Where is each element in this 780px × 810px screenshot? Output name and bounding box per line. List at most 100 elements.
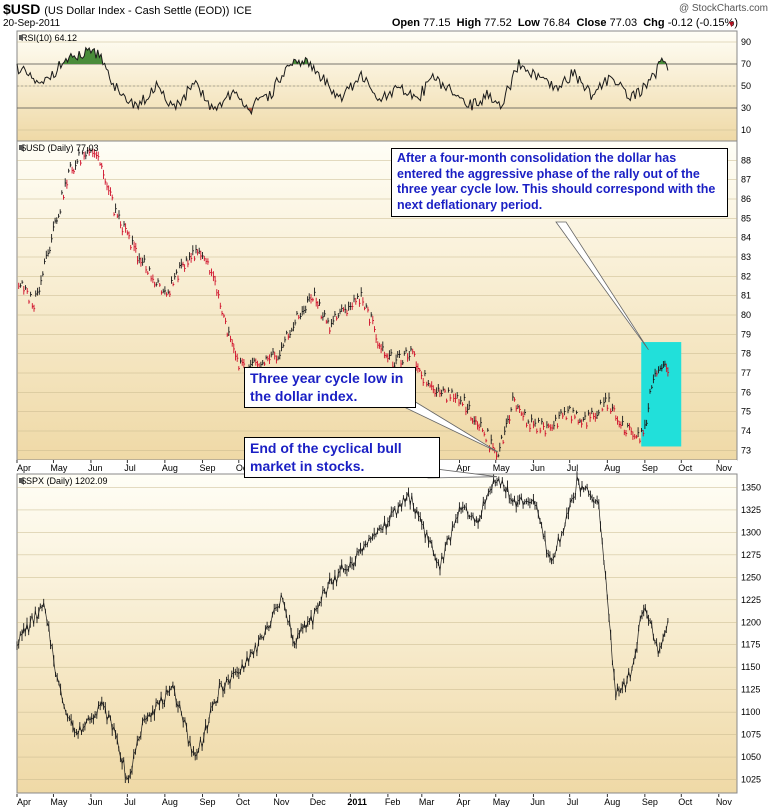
spx-xaxis-bg xyxy=(17,794,737,808)
spx-xaxis-label: May xyxy=(50,797,68,807)
spx-panel-bg xyxy=(16,473,738,794)
spx-ytick-label: 1200 xyxy=(741,617,761,627)
usd-xaxis-label: Sep xyxy=(199,463,215,473)
pointer-consolidation xyxy=(555,221,649,351)
usd-ytick-label: 74 xyxy=(741,426,751,436)
spx-ytick-label: 1075 xyxy=(741,730,761,740)
spx-xaxis-label: Mar xyxy=(419,797,435,807)
chart-date: 20-Sep-2011 xyxy=(3,18,61,29)
usd-ytick-label: 75 xyxy=(741,407,751,417)
spx-ytick-label: 1350 xyxy=(741,482,761,492)
usd-ytick-label: 77 xyxy=(741,368,751,378)
usd-ytick-label: 78 xyxy=(741,349,751,359)
rsi-line xyxy=(16,46,669,116)
usd-ytick-label: 79 xyxy=(741,329,751,339)
spx-ytick-label: 1325 xyxy=(741,505,761,515)
quote-bar: Open 77.15 High 77.52 Low 76.84 Close 77… xyxy=(391,17,738,29)
usd-xaxis-label: Jul xyxy=(124,463,136,473)
spx-ytick-label: 1225 xyxy=(741,595,761,605)
quote-change: -0.12 (-0.15%) xyxy=(667,17,738,29)
spx-xaxis-label: Jun xyxy=(530,797,545,807)
spx-ytick-label: 1100 xyxy=(741,707,760,717)
usd-xaxis-label: Sep xyxy=(642,463,658,473)
usd-xaxis-label: Aug xyxy=(604,463,620,473)
usd-ytick-label: 85 xyxy=(741,213,751,223)
usd-ytick-label: 76 xyxy=(741,387,751,397)
usd-xaxis-label: Jun xyxy=(530,463,545,473)
spx-xaxis-label: Aug xyxy=(604,797,620,807)
spx-xaxis-label: Oct xyxy=(678,797,693,807)
spx-ytick-label: 1250 xyxy=(741,572,761,582)
highlight-box xyxy=(641,342,682,447)
usd-xaxis-label: Nov xyxy=(716,463,733,473)
usd-ytick-label: 88 xyxy=(741,155,751,165)
rsi-ytick-label: 90 xyxy=(741,37,751,47)
spx-xaxis-label: Jun xyxy=(88,797,103,807)
usd-ytick-label: 86 xyxy=(741,194,751,204)
usd-xaxis-label: Jun xyxy=(88,463,103,473)
spx-xaxis-label: Apr xyxy=(17,797,31,807)
spx-xaxis-label: Sep xyxy=(199,797,215,807)
rsi-ytick-label: 50 xyxy=(741,81,751,91)
rsi-ytick-label: 30 xyxy=(741,103,751,113)
spx-xaxis-label: Oct xyxy=(236,797,251,807)
rsi-title: RSI(10) 64.12 xyxy=(21,33,77,43)
usd-ytick-label: 80 xyxy=(741,310,751,320)
usd-xaxis-label: Apr xyxy=(456,463,470,473)
spx-xaxis-label: Sep xyxy=(642,797,658,807)
exchange: ICE xyxy=(233,5,252,17)
spx-ytick-label: 1275 xyxy=(741,550,761,560)
usd-xaxis-label: Oct xyxy=(678,463,693,473)
usd-down-bars xyxy=(18,148,670,460)
spx-xaxis-label: Aug xyxy=(162,797,178,807)
usd-xaxis-label: Apr xyxy=(17,463,31,473)
usd-ytick-label: 83 xyxy=(741,252,751,262)
quote-open: 77.15 xyxy=(423,17,451,29)
usd-xaxis-label: Jul xyxy=(567,463,579,473)
watermark: @ StockCharts.com xyxy=(678,3,768,14)
spx-legend-marker xyxy=(19,478,23,483)
spx-ytick-label: 1025 xyxy=(741,775,761,785)
spx-xaxis-label: Nov xyxy=(716,797,733,807)
spx-ytick-label: 1125 xyxy=(741,685,760,695)
usd-title: $USD (Daily) 77.03 xyxy=(21,143,99,153)
quote-high: 77.52 xyxy=(484,17,512,29)
usd-ytick-label: 73 xyxy=(741,445,751,455)
spx-xaxis-label: Jul xyxy=(567,797,579,807)
quote-close: 77.03 xyxy=(609,17,638,29)
rsi-overbought-fill xyxy=(17,47,667,64)
usd-xaxis-label: May xyxy=(50,463,68,473)
usd-xaxis-label: Oct xyxy=(236,463,251,473)
spx-xaxis-label: Jul xyxy=(124,797,136,807)
rsi-ytick-label: 10 xyxy=(741,125,751,135)
spx-ytick-label: 1050 xyxy=(741,752,761,762)
usd-xaxis-label: Aug xyxy=(162,463,178,473)
quote-low: 76.84 xyxy=(542,17,571,29)
spx-xaxis-label: May xyxy=(493,797,511,807)
spx-xaxis-label: Nov xyxy=(273,797,290,807)
symbol: $USD xyxy=(3,1,41,17)
usd-ytick-label: 87 xyxy=(741,175,751,185)
rsi-ytick-label: 70 xyxy=(741,59,751,69)
usd-ytick-label: 84 xyxy=(741,233,751,243)
spx-ytick-label: 1300 xyxy=(741,527,761,537)
spx-ytick-label: 1175 xyxy=(741,640,760,650)
down-arrow-icon: ▼ xyxy=(727,19,736,29)
spx-line xyxy=(16,475,669,780)
spx-xaxis-label: Apr xyxy=(456,797,470,807)
annotation-consolidation: After a four-month consolidation the dol… xyxy=(391,148,728,217)
usd-legend-marker xyxy=(19,145,23,150)
spx-xaxis-label: Dec xyxy=(310,797,327,807)
usd-up-bars xyxy=(19,147,667,458)
spx-title: $SPX (Daily) 1202.09 xyxy=(21,476,108,486)
usd-ytick-label: 81 xyxy=(741,291,751,301)
description: (US Dollar Index - Cash Settle (EOD)) xyxy=(44,5,230,17)
spx-xaxis-label: 2011 xyxy=(347,797,367,807)
usd-ytick-label: 82 xyxy=(741,271,751,281)
spx-ytick-label: 1150 xyxy=(741,662,760,672)
annotation-bull-end: End of the cyclical bull market in stock… xyxy=(244,437,440,478)
usd-xaxis-label: May xyxy=(493,463,511,473)
symbol-title: $USD (US Dollar Index - Cash Settle (EOD… xyxy=(3,1,252,17)
rsi-legend-marker xyxy=(19,35,23,40)
annotation-cycle-low: Three year cycle low in the dollar index… xyxy=(244,367,416,408)
